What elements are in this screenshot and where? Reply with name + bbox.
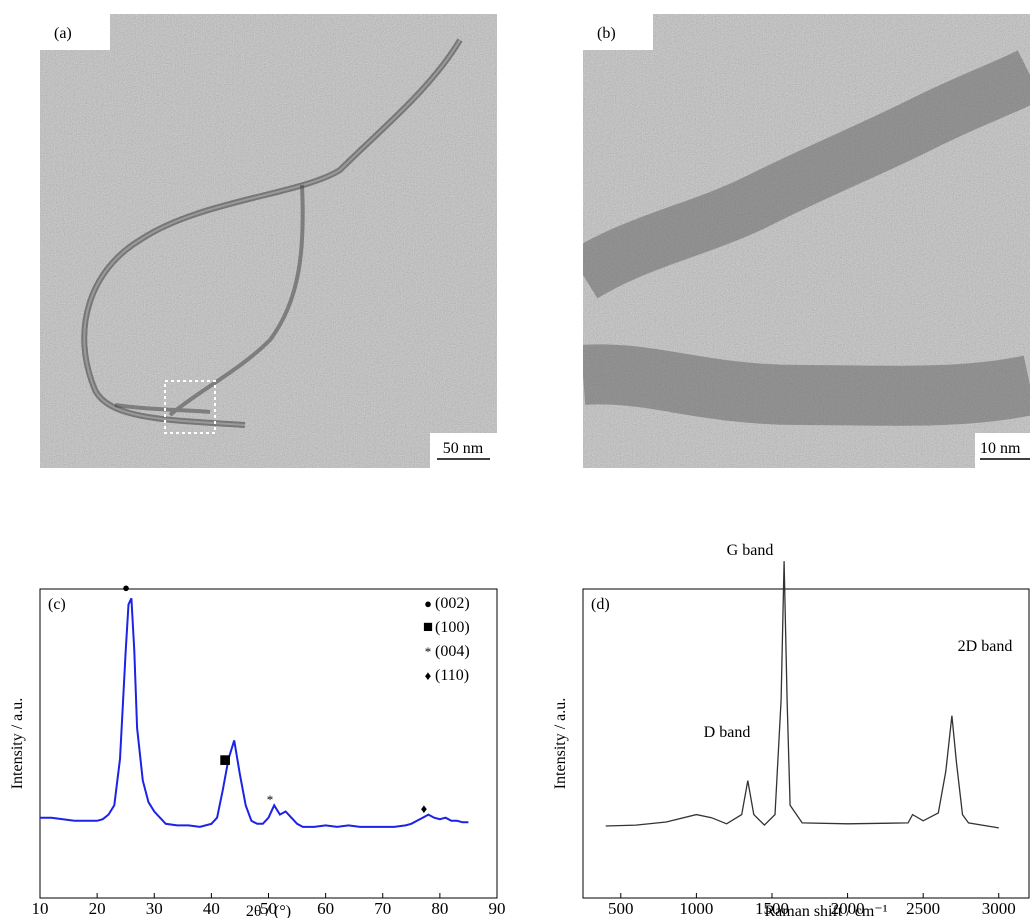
x-tick-label: 80 xyxy=(431,899,448,918)
legend-label: (100) xyxy=(435,619,470,636)
panel-label: (a) xyxy=(54,25,72,42)
legend-symbol: ■ xyxy=(423,617,433,636)
x-tick-label: 2500 xyxy=(906,899,940,918)
peak-annotation: G band xyxy=(727,542,774,559)
tem-image-b: (b) 10 nm xyxy=(583,14,1030,468)
panel-label: (b) xyxy=(597,25,616,42)
panel-label: (c) xyxy=(48,596,66,613)
y-axis-label: Intensity / a.u. xyxy=(9,698,26,790)
plot-frame xyxy=(582,588,1030,899)
x-tick-label: 40 xyxy=(203,899,220,918)
data-line xyxy=(40,597,469,828)
y-axis-label: Intensity / a.u. xyxy=(552,698,569,790)
x-tick-label: 90 xyxy=(489,899,506,918)
x-tick-label: 2000 xyxy=(831,899,865,918)
x-tick-label: 50 xyxy=(260,899,277,918)
legend-symbol: * xyxy=(425,644,432,659)
peak-marker: ♦ xyxy=(421,801,428,816)
peak-annotation: D band xyxy=(704,724,751,741)
legend-symbol: ♦ xyxy=(425,668,432,683)
legend-label: (004) xyxy=(435,643,470,660)
scale-bar-label: 10 nm xyxy=(980,440,1021,457)
panel-label: (d) xyxy=(591,596,610,613)
x-tick-label: 20 xyxy=(89,899,106,918)
x-axis-label: Raman shift / cm⁻¹ xyxy=(765,903,888,918)
legend-symbol: ● xyxy=(424,596,432,611)
legend-label: (110) xyxy=(435,667,469,684)
peak-marker: ■ xyxy=(219,749,231,771)
peak-marker: ● xyxy=(122,580,130,595)
scale-bar-label: 50 nm xyxy=(443,440,484,457)
tem-image-a: (a) 50 nm xyxy=(40,14,497,468)
peak-annotation: 2D band xyxy=(958,638,1013,655)
x-tick-label: 1000 xyxy=(679,899,713,918)
x-tick-label: 70 xyxy=(374,899,391,918)
data-line xyxy=(605,561,999,829)
legend-label: (002) xyxy=(435,595,470,612)
x-tick-label: 10 xyxy=(32,899,49,918)
x-tick-label: 60 xyxy=(317,899,334,918)
x-tick-label: 1500 xyxy=(755,899,789,918)
x-axis-label: 2θ / (°) xyxy=(246,903,291,918)
x-tick-label: 30 xyxy=(146,899,163,918)
x-tick-label: 3000 xyxy=(982,899,1016,918)
x-tick-label: 500 xyxy=(608,899,634,918)
peak-marker: * xyxy=(267,792,274,807)
